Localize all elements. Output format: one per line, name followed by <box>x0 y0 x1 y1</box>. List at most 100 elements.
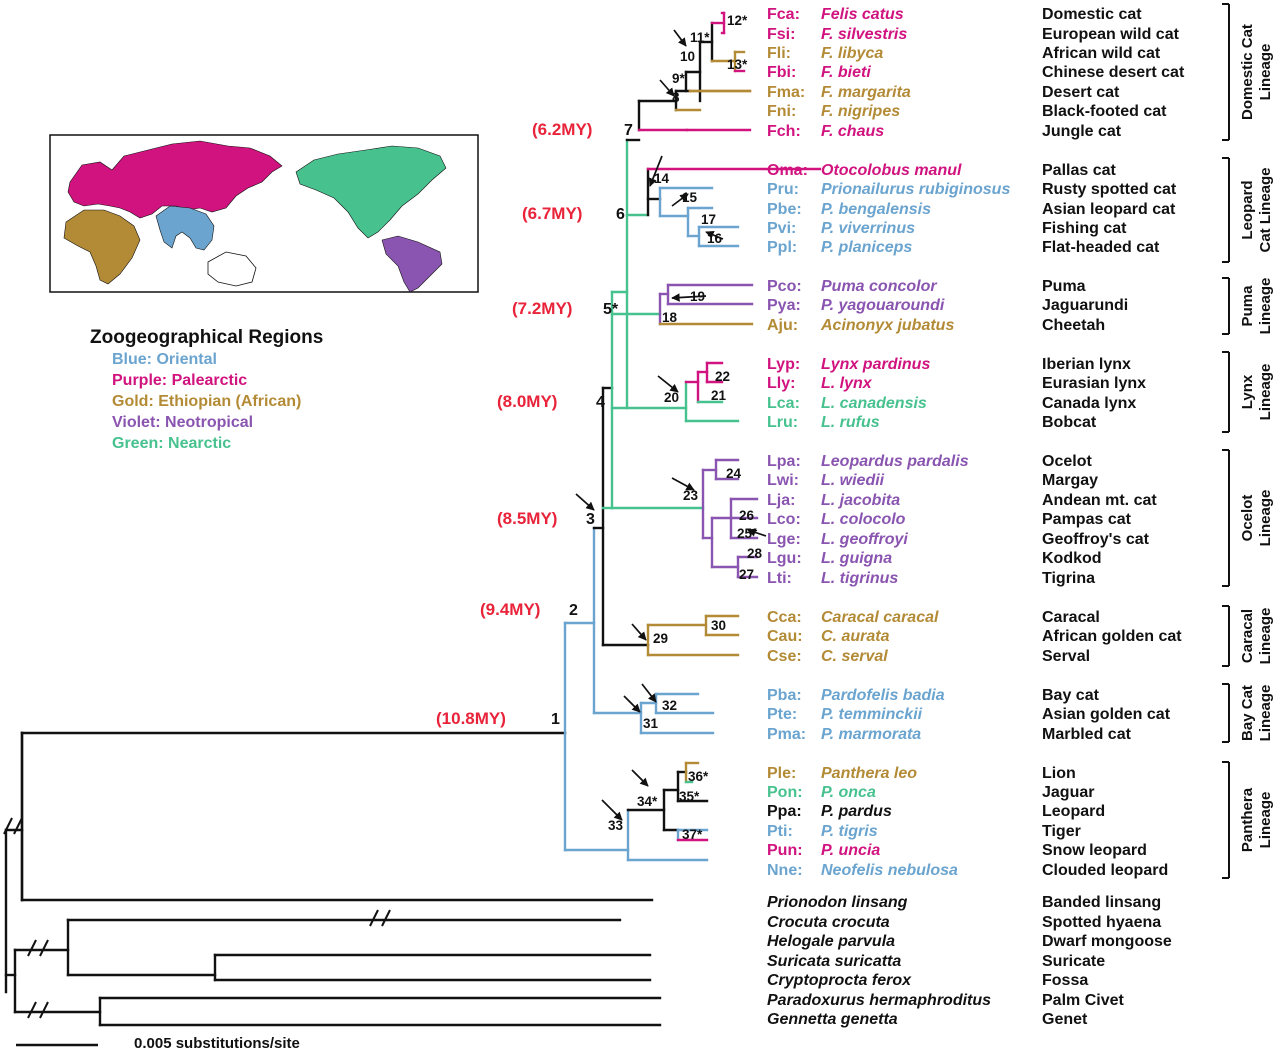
taxon-common-name: African golden cat <box>1042 628 1182 645</box>
taxon-common-name: Marbled cat <box>1042 726 1132 743</box>
taxon-scientific-name: C. aurata <box>821 628 890 645</box>
outgroup-row: Helogale parvula Dwarf mongoose <box>767 933 1172 950</box>
taxon-common-name: Domestic cat <box>1042 6 1142 23</box>
lineage-suffix: Lineage <box>1257 490 1274 547</box>
taxon-abbreviation: Lja: <box>767 492 795 509</box>
taxon-scientific-name: C. serval <box>821 648 888 665</box>
major-node-label: 1 <box>551 711 560 728</box>
legend-item: Gold: Ethiopian (African) <box>112 393 301 410</box>
taxon-labels: Fca: Felis catus Domestic cat Fsi: F. silves… <box>767 6 1185 1028</box>
taxon-abbreviation: Aju: <box>767 317 798 334</box>
lineage-suffix: Lineage <box>1257 364 1274 421</box>
taxon-abbreviation: Lge: <box>767 531 801 548</box>
node-arrow <box>648 155 663 187</box>
scale-bar-label: 0.005 substitutions/site <box>134 1035 300 1051</box>
taxon-scientific-name: P. yagouaroundi <box>821 297 945 314</box>
taxon-row: Fma: F. margarita Desert cat <box>767 84 1120 101</box>
taxon-abbreviation: Lgu: <box>767 550 802 567</box>
taxon-common-name: Snow leopard <box>1042 842 1147 859</box>
taxon-common-name: Ocelot <box>1042 453 1092 470</box>
outgroup-common-name: Dwarf mongoose <box>1042 933 1172 950</box>
map-region-ethiopian <box>63 209 141 285</box>
node-labels: 1 (10.8MY) 2 (9.4MY) 3 (8.5MY) 4 (8.0MY) 5* (7.2M… <box>436 13 763 842</box>
outgroup-row: Cryptoprocta ferox Fossa <box>767 972 1088 989</box>
taxon-abbreviation: Cse: <box>767 648 802 665</box>
taxon-common-name: Eurasian lynx <box>1042 375 1146 392</box>
taxon-common-name: Chinese desert cat <box>1042 64 1185 81</box>
taxon-row: Lyp: Lynx pardinus Iberian lynx <box>767 356 1131 373</box>
taxon-abbreviation: Lru: <box>767 414 798 431</box>
taxon-common-name: Black-footed cat <box>1042 103 1167 120</box>
lineage-bracket: Leopard Cat Lineage <box>1222 157 1274 263</box>
lineage-bracket: Puma Lineage <box>1222 277 1274 335</box>
taxon-common-name: Flat-headed cat <box>1042 239 1160 256</box>
taxon-row: Pya: P. yagouaroundi Jaguarundi <box>767 297 1128 314</box>
node-arrow <box>671 477 695 491</box>
legend-item: Blue: Oriental <box>112 351 217 368</box>
lineage-bracket: Lynx Lineage <box>1222 351 1274 433</box>
taxon-common-name: Asian golden cat <box>1042 706 1171 723</box>
outgroup-row: Prionodon linsang Banded linsang <box>767 894 1161 911</box>
node-number-label: 21 <box>711 388 727 403</box>
taxon-scientific-name: F. bieti <box>821 64 871 81</box>
taxon-scientific-name: L. colocolo <box>821 511 906 528</box>
world-map-panel <box>49 134 479 293</box>
taxon-scientific-name: P. marmorata <box>821 726 921 743</box>
taxon-row: Cse: C. serval Serval <box>767 648 1090 665</box>
taxon-abbreviation: Cau: <box>767 628 803 645</box>
taxon-common-name: Geoffroy's cat <box>1042 531 1150 548</box>
taxon-row: Lwi: L. wiedii Margay <box>767 472 1098 489</box>
lineage-bracket: Caracal Lineage <box>1222 605 1274 667</box>
taxon-scientific-name: P. pardus <box>821 803 892 820</box>
taxon-abbreviation: Fca: <box>767 6 800 23</box>
node-number-label: 35* <box>679 789 700 804</box>
outgroup-common-name: Genet <box>1042 1011 1088 1028</box>
taxon-scientific-name: P. bengalensis <box>821 201 931 218</box>
taxon-abbreviation: Lpa: <box>767 453 801 470</box>
taxon-scientific-name: P. onca <box>821 784 876 801</box>
taxon-abbreviation: Ppl: <box>767 239 797 256</box>
map-region-australia <box>207 251 257 287</box>
map-region-nearctic <box>295 145 447 239</box>
taxon-abbreviation: Pbe: <box>767 201 802 218</box>
lineage-suffix: Lineage <box>1257 278 1274 335</box>
taxon-abbreviation: Pco: <box>767 278 802 295</box>
taxon-abbreviation: Ple: <box>767 765 796 782</box>
major-node-label: 2 <box>569 602 578 619</box>
major-node-label: 6 <box>616 206 625 223</box>
divergence-age: (8.0MY) <box>497 392 557 411</box>
taxon-common-name: Desert cat <box>1042 84 1120 101</box>
lineage-name: Leopard <box>1239 180 1256 239</box>
taxon-scientific-name: Otocolobus manul <box>821 162 962 179</box>
taxon-row: Lja: L. jacobita Andean mt. cat <box>767 492 1157 509</box>
taxon-row: Ple: Panthera leo Lion <box>767 765 1076 782</box>
taxon-scientific-name: Pardofelis badia <box>821 687 945 704</box>
legend-item: Green: Nearctic <box>112 435 231 452</box>
taxon-abbreviation: Pba: <box>767 687 802 704</box>
legend-item: Violet: Neotropical <box>112 414 253 431</box>
outgroup-scientific-name: Cryptoprocta ferox <box>767 972 912 989</box>
lineage-suffix: Cat Lineage <box>1257 167 1274 252</box>
node-number-label: 17 <box>701 212 716 227</box>
node-arrow <box>623 695 641 713</box>
tree-branches <box>4 11 822 1027</box>
taxon-row: Lti: L. tigrinus Tigrina <box>767 570 1095 587</box>
taxon-abbreviation: Pvi: <box>767 220 796 237</box>
taxon-scientific-name: L. wiedii <box>821 472 885 489</box>
node-number-label: 32 <box>662 698 677 713</box>
node-number-label: 37* <box>682 827 703 842</box>
node-number-label: 15 <box>682 190 698 205</box>
taxon-row: Nne: Neofelis nebulosa Clouded leopard <box>767 862 1168 879</box>
taxon-abbreviation: Fsi: <box>767 26 795 43</box>
node-number-label: 23 <box>683 488 699 503</box>
outgroup-scientific-name: Gennetta genetta <box>767 1011 898 1028</box>
taxon-common-name: Leopard <box>1042 803 1105 820</box>
outgroup-row: Suricata suricatta Suricate <box>767 953 1105 970</box>
node-number-label: 12* <box>727 13 748 28</box>
taxon-row: Pbe: P. bengalensis Asian leopard cat <box>767 201 1176 218</box>
taxon-row: Fli: F. libyca African wild cat <box>767 45 1161 62</box>
major-node-label: 7 <box>624 122 633 139</box>
taxon-scientific-name: P. uncia <box>821 842 880 859</box>
taxon-row: Lpa: Leopardus pardalis Ocelot <box>767 453 1092 470</box>
